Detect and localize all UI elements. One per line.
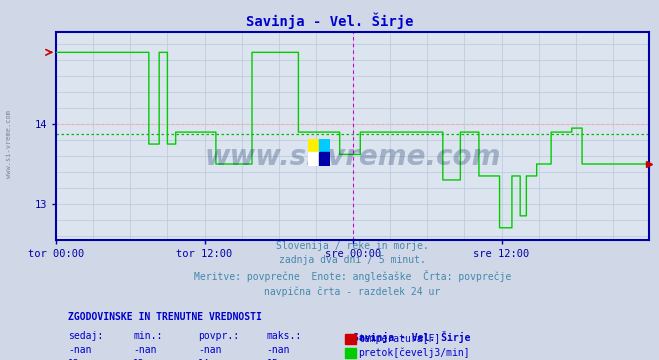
Text: 15: 15 xyxy=(266,359,278,360)
Text: Slovenija / reke in morje.
zadnja dva dni / 5 minut.
Meritve: povprečne  Enote: : Slovenija / reke in morje. zadnja dva dn… xyxy=(194,241,511,297)
Text: -nan: -nan xyxy=(133,345,157,355)
Text: www.si-vreme.com: www.si-vreme.com xyxy=(5,110,12,178)
Text: min.:: min.: xyxy=(133,331,163,341)
Text: ZGODOVINSKE IN TRENUTNE VREDNOSTI: ZGODOVINSKE IN TRENUTNE VREDNOSTI xyxy=(68,312,262,322)
Text: Savinja - Vel. Širje: Savinja - Vel. Širje xyxy=(246,13,413,29)
Bar xyxy=(345,348,356,358)
Text: temperatura[F]: temperatura[F] xyxy=(358,334,441,344)
Bar xyxy=(319,152,330,166)
Bar xyxy=(308,152,319,166)
Text: 14: 14 xyxy=(198,359,210,360)
Text: 13: 13 xyxy=(68,359,80,360)
Text: povpr.:: povpr.: xyxy=(198,331,239,341)
Text: 12: 12 xyxy=(133,359,145,360)
Text: -nan: -nan xyxy=(266,345,290,355)
Bar xyxy=(319,139,330,152)
Text: Savinja - Vel. Širje: Savinja - Vel. Širje xyxy=(353,331,470,343)
Text: -nan: -nan xyxy=(68,345,92,355)
Text: www.si-vreme.com: www.si-vreme.com xyxy=(204,143,501,171)
Bar xyxy=(308,139,319,152)
Text: pretok[čevelj3/min]: pretok[čevelj3/min] xyxy=(358,348,470,358)
Bar xyxy=(345,334,356,344)
Text: -nan: -nan xyxy=(198,345,222,355)
Text: maks.:: maks.: xyxy=(266,331,302,341)
Text: sedaj:: sedaj: xyxy=(68,331,103,341)
